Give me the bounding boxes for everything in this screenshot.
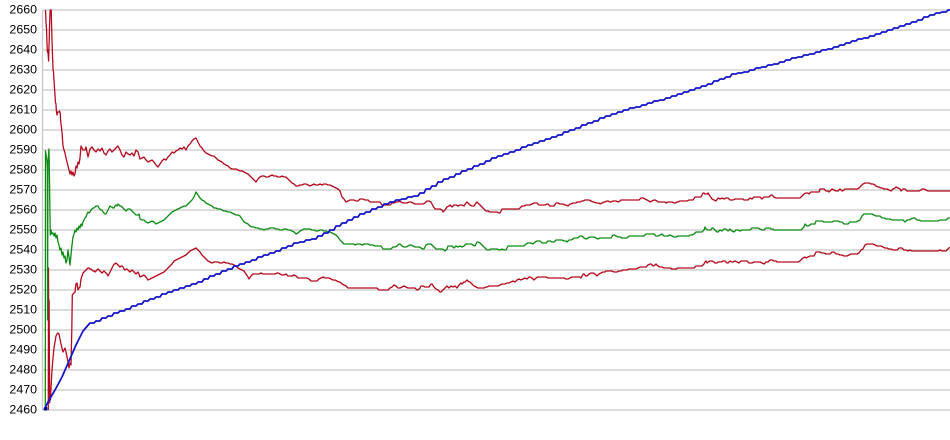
svg-text:2560: 2560 [9, 202, 37, 216]
svg-text:2520: 2520 [9, 282, 37, 296]
svg-text:2510: 2510 [9, 302, 37, 316]
svg-text:2480: 2480 [9, 362, 37, 376]
svg-text:2600: 2600 [9, 122, 37, 136]
svg-text:2460: 2460 [9, 402, 37, 416]
svg-text:2590: 2590 [9, 142, 37, 156]
svg-text:2580: 2580 [9, 162, 37, 176]
svg-text:2500: 2500 [9, 322, 37, 336]
svg-text:2550: 2550 [9, 222, 37, 236]
svg-text:2620: 2620 [9, 82, 37, 96]
svg-text:2540: 2540 [9, 242, 37, 256]
svg-text:2650: 2650 [9, 22, 37, 36]
svg-text:2660: 2660 [9, 2, 37, 16]
svg-text:2530: 2530 [9, 262, 37, 276]
svg-text:2490: 2490 [9, 342, 37, 356]
svg-text:2640: 2640 [9, 42, 37, 56]
svg-text:2610: 2610 [9, 102, 37, 116]
svg-text:2470: 2470 [9, 382, 37, 396]
svg-text:2570: 2570 [9, 182, 37, 196]
svg-text:2630: 2630 [9, 62, 37, 76]
